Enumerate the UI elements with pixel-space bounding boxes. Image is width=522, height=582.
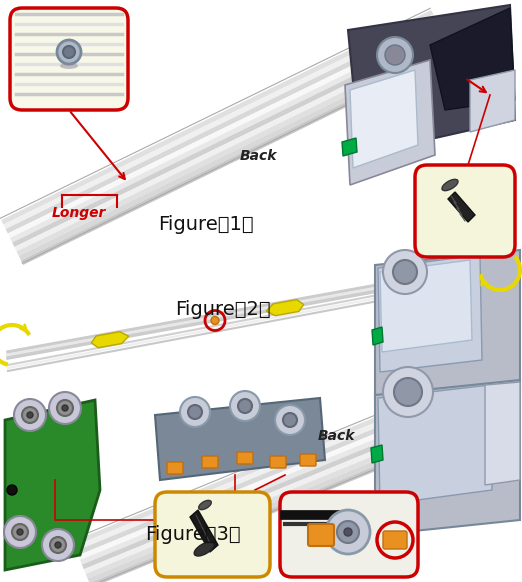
Ellipse shape <box>194 542 214 556</box>
FancyBboxPatch shape <box>280 492 418 577</box>
Polygon shape <box>342 138 357 156</box>
Circle shape <box>326 510 370 554</box>
Circle shape <box>4 516 36 548</box>
Polygon shape <box>88 418 480 582</box>
Polygon shape <box>485 382 520 485</box>
Circle shape <box>17 529 23 535</box>
FancyBboxPatch shape <box>300 454 316 466</box>
Polygon shape <box>350 70 418 168</box>
Circle shape <box>385 45 405 65</box>
Polygon shape <box>73 381 464 546</box>
Circle shape <box>383 250 427 294</box>
Polygon shape <box>448 192 475 222</box>
Circle shape <box>63 46 75 58</box>
Polygon shape <box>190 510 218 552</box>
Circle shape <box>188 405 202 419</box>
Circle shape <box>42 529 74 561</box>
FancyBboxPatch shape <box>10 8 128 110</box>
Polygon shape <box>86 414 478 579</box>
Circle shape <box>7 485 17 495</box>
FancyBboxPatch shape <box>308 524 334 546</box>
Polygon shape <box>5 400 100 570</box>
Polygon shape <box>84 409 476 574</box>
Circle shape <box>57 40 81 64</box>
Circle shape <box>393 260 417 284</box>
Text: Back: Back <box>240 149 278 163</box>
Circle shape <box>27 412 33 418</box>
Polygon shape <box>8 23 440 238</box>
Circle shape <box>49 392 81 424</box>
Polygon shape <box>15 37 447 251</box>
Polygon shape <box>91 332 129 348</box>
Circle shape <box>50 537 66 553</box>
Circle shape <box>238 399 252 413</box>
Polygon shape <box>378 385 492 505</box>
FancyBboxPatch shape <box>383 531 407 549</box>
Polygon shape <box>430 8 515 110</box>
FancyBboxPatch shape <box>155 492 270 577</box>
Text: Longer: Longer <box>52 206 106 220</box>
Polygon shape <box>155 398 325 480</box>
Circle shape <box>12 524 28 540</box>
Text: Figure（3）: Figure（3） <box>145 525 241 544</box>
Circle shape <box>344 528 352 536</box>
Circle shape <box>230 391 260 421</box>
Polygon shape <box>74 386 466 551</box>
Circle shape <box>383 367 433 417</box>
Polygon shape <box>89 423 481 582</box>
Circle shape <box>394 378 422 406</box>
Ellipse shape <box>199 501 211 510</box>
Circle shape <box>180 397 210 427</box>
Circle shape <box>14 399 46 431</box>
Polygon shape <box>266 300 304 315</box>
Polygon shape <box>82 404 474 569</box>
Polygon shape <box>371 445 383 463</box>
Text: Figure（2）: Figure（2） <box>175 300 270 319</box>
Text: Back: Back <box>318 429 355 443</box>
Polygon shape <box>348 5 515 155</box>
Circle shape <box>377 37 413 73</box>
Circle shape <box>62 405 68 411</box>
Circle shape <box>283 413 297 427</box>
FancyBboxPatch shape <box>270 456 286 468</box>
FancyBboxPatch shape <box>167 462 183 474</box>
Polygon shape <box>345 60 435 185</box>
Circle shape <box>337 521 359 543</box>
FancyBboxPatch shape <box>415 165 515 257</box>
Circle shape <box>275 405 305 435</box>
Text: Figure（1）: Figure（1） <box>158 215 254 234</box>
Polygon shape <box>6 19 438 233</box>
Circle shape <box>57 400 73 416</box>
Polygon shape <box>372 327 383 345</box>
Ellipse shape <box>60 63 78 69</box>
Circle shape <box>211 317 219 325</box>
FancyBboxPatch shape <box>202 456 218 468</box>
Polygon shape <box>375 380 520 535</box>
Polygon shape <box>12 33 444 247</box>
Polygon shape <box>378 255 482 372</box>
Polygon shape <box>375 250 520 400</box>
Polygon shape <box>78 395 470 560</box>
Polygon shape <box>10 28 442 243</box>
Polygon shape <box>380 260 472 352</box>
Polygon shape <box>17 41 449 256</box>
Polygon shape <box>1 10 433 225</box>
FancyBboxPatch shape <box>237 452 253 464</box>
Polygon shape <box>80 400 472 565</box>
Polygon shape <box>21 51 453 265</box>
Polygon shape <box>470 70 515 132</box>
Circle shape <box>22 407 38 423</box>
Ellipse shape <box>442 179 458 191</box>
Circle shape <box>55 542 61 548</box>
Polygon shape <box>4 15 436 229</box>
Polygon shape <box>76 391 468 555</box>
Polygon shape <box>19 46 451 261</box>
